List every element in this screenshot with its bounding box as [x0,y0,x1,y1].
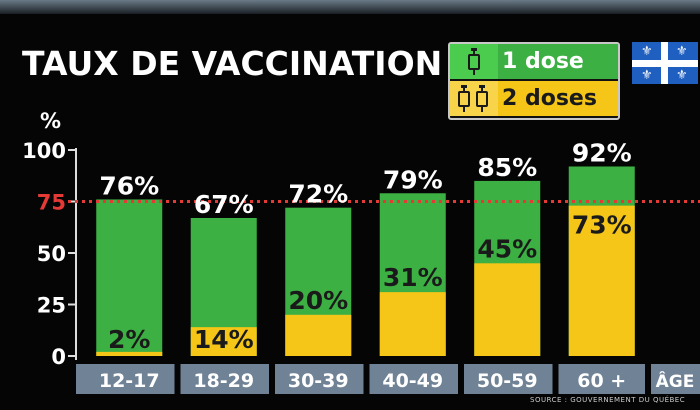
x-band-gap [645,364,651,394]
label-two-doses: 45% [477,234,537,263]
bar-two-doses [568,205,635,356]
legend: 1 dose 2 doses [448,42,620,120]
x-tick-label: 30-39 [288,370,349,392]
target-label: 75 [37,191,66,215]
label-one-dose: 79% [383,165,443,194]
bar-two-doses [285,314,352,356]
label-one-dose: 72% [288,180,348,209]
x-band-gap [552,364,559,394]
y-tick-label: 100 [22,139,66,163]
label-two-doses: 2% [108,325,150,354]
label-one-dose: 85% [477,153,537,182]
label-one-dose: 67% [194,190,254,219]
y-tick-label: 0 [51,345,66,369]
label-one-dose: 92% [572,138,632,167]
quebec-flag-icon: ⚜ ⚜ ⚜ ⚜ [632,42,698,84]
x-tick-label: 40-49 [382,370,443,392]
x-tick-label: 60 + [577,370,626,392]
bar-two-doses [379,292,446,356]
label-two-doses: 14% [194,325,254,354]
y-axis-label: % [40,109,61,133]
label-two-doses: 73% [572,211,632,240]
y-tick-label: 25 [37,294,66,318]
label-two-doses: 31% [383,263,443,292]
x-tick-label: 12-17 [99,370,160,392]
y-tick-label: 50 [37,242,66,266]
source-note: SOURCE : GOUVERNEMENT DU QUÉBEC [530,396,686,404]
x-band-gap [458,364,464,394]
x-band-gap [174,364,181,394]
label-one-dose: 76% [99,171,159,200]
two-syringes-icon [450,81,498,116]
top-frame [0,0,700,14]
label-two-doses: 20% [288,286,348,315]
legend-one-dose: 1 dose [450,44,618,79]
legend-two-doses: 2 doses [450,81,618,116]
syringe-icon [450,44,498,79]
legend-two-doses-label: 2 doses [502,86,597,111]
x-axis-label: ÂGE [656,370,695,392]
x-band-gap [363,364,370,394]
x-tick-label: 18-29 [193,370,254,392]
legend-one-dose-label: 1 dose [502,49,584,74]
chart-title: TAUX DE VACCINATION [22,44,443,83]
x-tick-label: 50-59 [477,370,538,392]
bar-two-doses [190,327,257,356]
bar-two-doses [96,351,163,356]
bar-two-doses [474,263,541,356]
bar-one-dose [96,199,163,356]
x-band-gap [269,364,275,394]
